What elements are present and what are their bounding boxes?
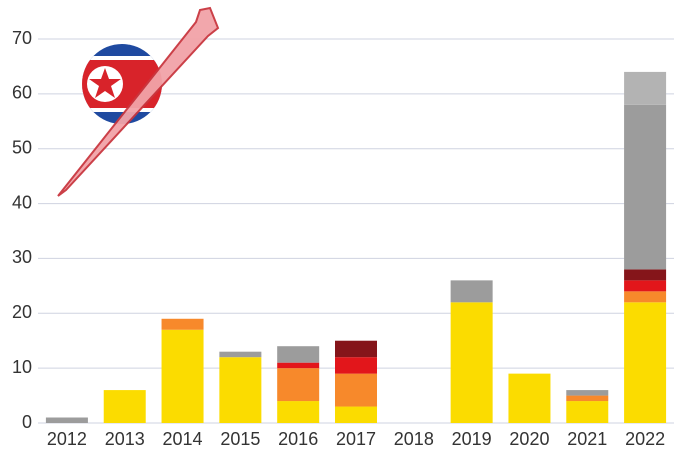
- bar-segment: [277, 368, 320, 402]
- x-tick-label: 2017: [336, 429, 376, 449]
- x-tick-label: 2015: [220, 429, 260, 449]
- y-tick-label: 60: [12, 83, 32, 103]
- x-tick-label: 2020: [509, 429, 549, 449]
- bar-segment: [624, 104, 667, 270]
- bar-segment: [277, 346, 320, 363]
- bar-segment: [219, 351, 262, 358]
- bar-segment: [161, 318, 204, 330]
- bar-segment: [277, 401, 320, 423]
- bar-segment: [624, 280, 667, 292]
- bar-segment: [624, 302, 667, 423]
- bar-segment: [624, 71, 667, 105]
- x-tick-label: 2018: [394, 429, 434, 449]
- y-tick-label: 70: [12, 28, 32, 48]
- x-tick-label: 2012: [47, 429, 87, 449]
- y-tick-label: 50: [12, 137, 32, 157]
- bar-segment: [45, 417, 88, 423]
- x-tick-label: 2014: [163, 429, 203, 449]
- y-tick-label: 30: [12, 247, 32, 267]
- bar-segment: [335, 357, 377, 374]
- bar-segment: [450, 280, 493, 303]
- x-tick-label: 2022: [625, 429, 665, 449]
- bar-segment: [624, 291, 667, 303]
- x-tick-label: 2021: [567, 429, 607, 449]
- y-tick-label: 10: [12, 357, 32, 377]
- bar-segment: [277, 362, 320, 369]
- y-tick-label: 20: [12, 302, 32, 322]
- bar-segment: [566, 390, 609, 396]
- y-tick-label: 0: [22, 412, 32, 432]
- x-tick-label: 2013: [105, 429, 145, 449]
- bar-segment: [161, 329, 204, 423]
- bar-segment: [508, 373, 551, 423]
- bar-segment: [103, 390, 146, 423]
- bar-segment: [335, 406, 377, 423]
- bar-segment: [335, 340, 377, 358]
- bar-segment: [624, 269, 667, 281]
- x-tick-label: 2016: [278, 429, 318, 449]
- x-tick-label: 2019: [452, 429, 492, 449]
- bar-segment: [335, 373, 377, 407]
- missile-icon: [57, 6, 220, 197]
- bar-segment: [450, 302, 493, 423]
- bar-segment: [566, 401, 609, 423]
- bar-segment: [566, 395, 609, 402]
- bar-segment: [219, 357, 262, 423]
- y-tick-label: 40: [12, 192, 32, 212]
